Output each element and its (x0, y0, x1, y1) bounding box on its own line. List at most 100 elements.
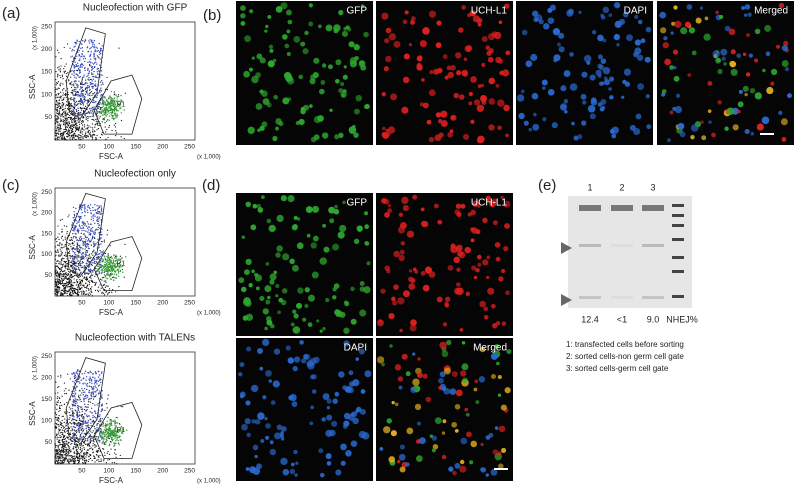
event-dot (100, 270, 101, 271)
event-dot (89, 42, 90, 43)
cell (614, 2, 620, 8)
cell (646, 124, 651, 129)
event-dot (89, 85, 90, 86)
event-dot (58, 417, 59, 418)
cell (557, 43, 561, 47)
event-dot (82, 89, 83, 90)
event-dot (68, 214, 69, 215)
event-dot (70, 97, 71, 98)
event-dot (73, 419, 74, 420)
event-dot (73, 112, 74, 113)
event-dot (83, 399, 84, 400)
cell (350, 287, 355, 292)
event-dot (88, 100, 89, 101)
event-dot (88, 207, 89, 208)
event-dot (55, 266, 56, 267)
event-dot (89, 64, 90, 65)
event-dot (84, 398, 85, 399)
event-dot (67, 266, 68, 267)
event-dot (94, 426, 95, 427)
event-dot (84, 207, 85, 208)
event-dot (108, 253, 109, 254)
event-dot (84, 406, 85, 407)
event-dot (104, 455, 105, 456)
event-dot (92, 403, 93, 404)
event-dot (58, 420, 59, 421)
event-dot (88, 459, 89, 460)
cell (674, 76, 680, 82)
event-dot (125, 256, 126, 257)
event-dot (99, 117, 100, 118)
event-dot (56, 241, 57, 242)
event-dot (97, 125, 98, 126)
event-dot (57, 260, 58, 261)
event-dot (95, 229, 96, 230)
event-dot (81, 429, 82, 430)
event-dot (106, 285, 107, 286)
event-dot (101, 405, 102, 406)
cell (313, 236, 319, 242)
event-dot (68, 129, 69, 130)
event-dot (78, 134, 79, 135)
event-dot (76, 40, 77, 41)
event-dot (62, 231, 63, 232)
event-dot (99, 432, 100, 433)
cell (354, 44, 360, 50)
event-dot (66, 431, 67, 432)
event-dot (72, 405, 73, 406)
cell (403, 77, 409, 83)
event-dot (67, 269, 68, 270)
event-dot (107, 275, 108, 276)
event-dot (80, 48, 81, 49)
cell (488, 33, 495, 40)
event-dot (114, 257, 115, 258)
event-dot (112, 266, 113, 267)
event-dot (66, 453, 67, 454)
cell (333, 28, 338, 33)
cell (782, 45, 788, 51)
event-dot (122, 269, 123, 270)
y-tick-label: 100 (41, 418, 52, 425)
cell (564, 70, 571, 77)
event-dot (90, 65, 91, 66)
event-dot (72, 129, 73, 130)
event-dot (68, 437, 69, 438)
event-dot (55, 118, 56, 119)
cell (384, 66, 389, 71)
cell (581, 72, 587, 78)
event-dot (108, 271, 109, 272)
event-dot (91, 383, 92, 384)
event-dot (77, 245, 78, 246)
event-dot (71, 428, 72, 429)
event-dot (70, 415, 71, 416)
event-dot (75, 233, 76, 234)
event-dot (81, 238, 82, 239)
event-dot (92, 460, 93, 461)
event-dot (54, 407, 55, 408)
event-dot (77, 276, 78, 277)
event-dot (61, 427, 62, 428)
cell (338, 88, 343, 93)
event-dot (87, 385, 88, 386)
cell (558, 33, 564, 39)
event-dot (58, 239, 59, 240)
event-dot (58, 130, 59, 131)
event-dot (78, 130, 79, 131)
event-dot (100, 48, 101, 49)
event-dot (61, 263, 62, 264)
event-dot (54, 293, 55, 294)
event-dot (95, 268, 96, 269)
event-dot (87, 94, 88, 95)
event-dot (58, 274, 59, 275)
event-dot (75, 403, 76, 404)
event-dot (100, 74, 101, 75)
event-dot (82, 77, 83, 78)
event-dot (78, 381, 79, 382)
cell (532, 124, 539, 131)
event-dot (85, 423, 86, 424)
event-dot (85, 456, 86, 457)
event-dot (85, 100, 86, 101)
event-dot (58, 254, 59, 255)
event-dot (80, 259, 81, 260)
event-dot (80, 399, 81, 400)
